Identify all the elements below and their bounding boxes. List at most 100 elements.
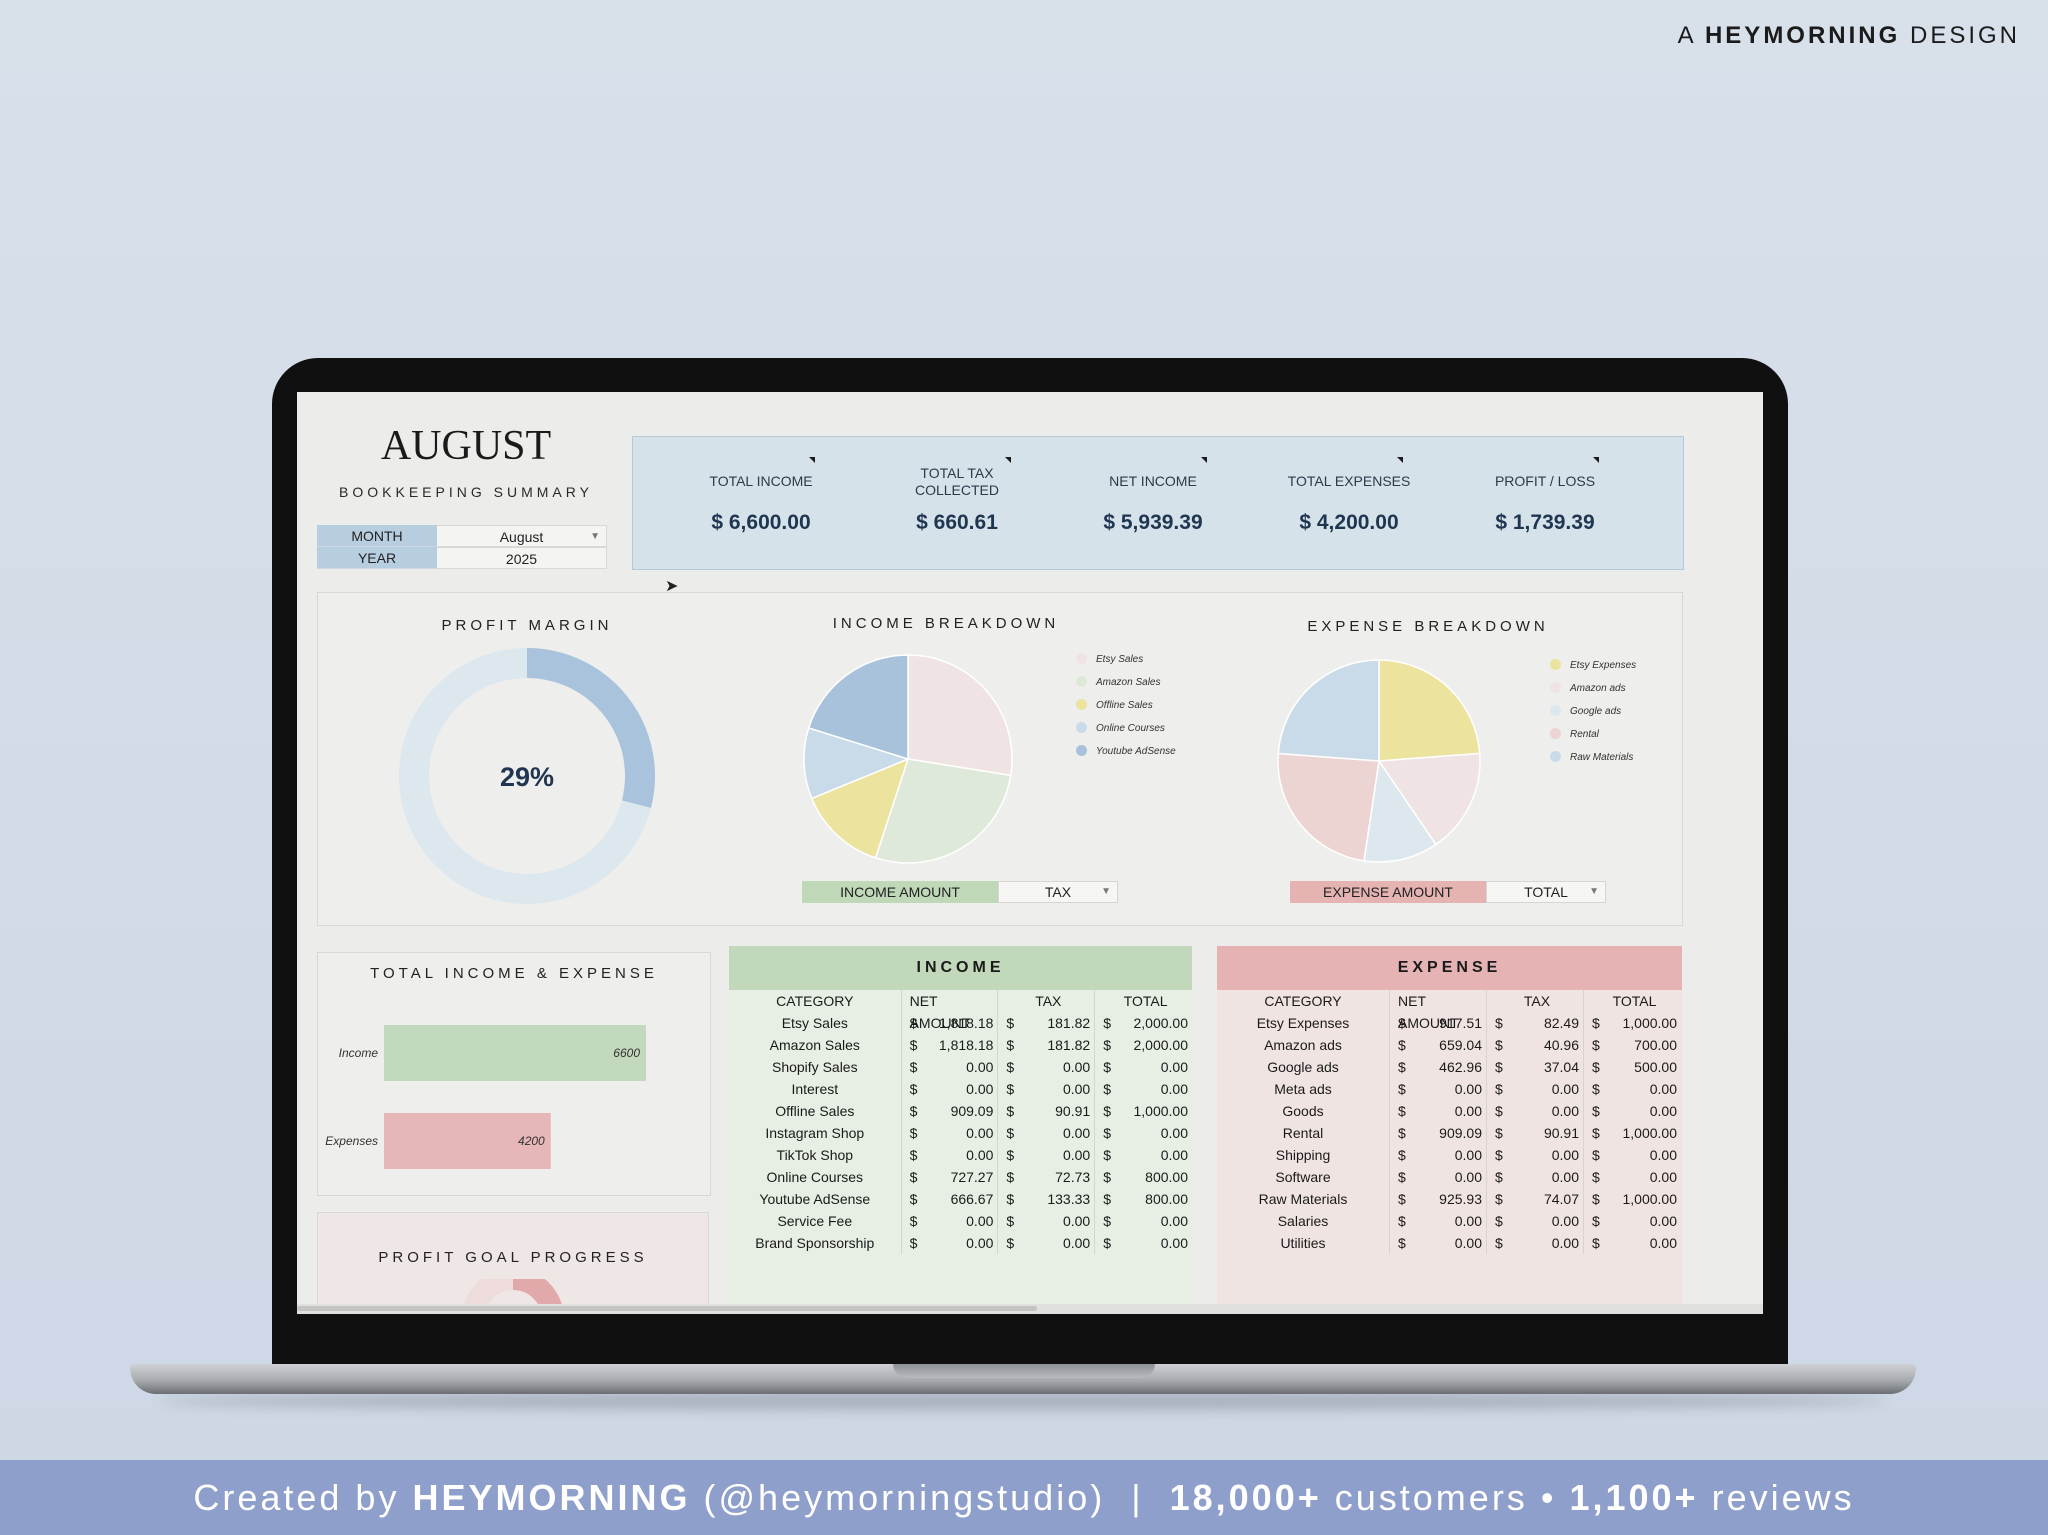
- amount-cell[interactable]: $0.00: [1584, 1210, 1681, 1232]
- amount-cell[interactable]: $0.00: [1584, 1144, 1681, 1166]
- income-metric-dropdown[interactable]: TAX ▼: [998, 881, 1118, 903]
- amount-cell[interactable]: $1,000.00: [1584, 1012, 1681, 1034]
- amount-cell[interactable]: $72.73: [998, 1166, 1096, 1188]
- amount-cell[interactable]: $0.00: [1487, 1232, 1584, 1254]
- amount-cell[interactable]: $0.00: [1584, 1100, 1681, 1122]
- amount-value: 0.00: [1551, 1081, 1579, 1097]
- amount-cell[interactable]: $90.91: [1487, 1122, 1584, 1144]
- amount-cell[interactable]: $0.00: [1390, 1100, 1487, 1122]
- amount-cell[interactable]: $1,818.18: [902, 1034, 999, 1056]
- amount-cell[interactable]: $37.04: [1487, 1056, 1584, 1078]
- amount-cell[interactable]: $1,000.00: [1584, 1122, 1681, 1144]
- amount-cell[interactable]: $181.82: [998, 1012, 1096, 1034]
- amount-cell[interactable]: $0.00: [902, 1210, 999, 1232]
- category-cell[interactable]: Brand Sponsorship: [729, 1232, 902, 1254]
- expense-metric-dropdown[interactable]: TOTAL ▼: [1486, 881, 1606, 903]
- category-cell[interactable]: Offline Sales: [729, 1100, 902, 1122]
- category-cell[interactable]: Etsy Expenses: [1217, 1012, 1390, 1034]
- amount-cell[interactable]: $2,000.00: [1095, 1034, 1192, 1056]
- amount-cell[interactable]: $2,000.00: [1095, 1012, 1192, 1034]
- amount-cell[interactable]: $0.00: [902, 1056, 999, 1078]
- profit-goal-panel: PROFIT GOAL PROGRESS: [317, 1212, 709, 1314]
- amount-cell[interactable]: $0.00: [998, 1210, 1096, 1232]
- amount-cell[interactable]: $133.33: [998, 1188, 1096, 1210]
- category-cell[interactable]: Goods: [1217, 1100, 1390, 1122]
- amount-cell[interactable]: $917.51: [1390, 1012, 1487, 1034]
- amount-cell[interactable]: $727.27: [902, 1166, 999, 1188]
- amount-cell[interactable]: $0.00: [1487, 1144, 1584, 1166]
- category-cell[interactable]: Meta ads: [1217, 1078, 1390, 1100]
- amount-cell[interactable]: $0.00: [1390, 1210, 1487, 1232]
- category-cell[interactable]: Software: [1217, 1166, 1390, 1188]
- amount-cell[interactable]: $1,818.18: [902, 1012, 999, 1034]
- category-cell[interactable]: Salaries: [1217, 1210, 1390, 1232]
- amount-cell[interactable]: $700.00: [1584, 1034, 1681, 1056]
- amount-value: 0.00: [1062, 1081, 1091, 1097]
- amount-cell[interactable]: $0.00: [1487, 1100, 1584, 1122]
- amount-cell[interactable]: $181.82: [998, 1034, 1096, 1056]
- amount-cell[interactable]: $1,000.00: [1095, 1100, 1192, 1122]
- category-cell[interactable]: Google ads: [1217, 1056, 1390, 1078]
- amount-cell[interactable]: $0.00: [1095, 1122, 1192, 1144]
- amount-cell[interactable]: $0.00: [902, 1144, 999, 1166]
- category-cell[interactable]: Amazon Sales: [729, 1034, 902, 1056]
- amount-cell[interactable]: $90.91: [998, 1100, 1096, 1122]
- amount-cell[interactable]: $0.00: [998, 1078, 1096, 1100]
- year-input[interactable]: 2025: [437, 547, 607, 569]
- amount-cell[interactable]: $40.96: [1487, 1034, 1584, 1056]
- amount-cell[interactable]: $0.00: [1095, 1210, 1192, 1232]
- amount-cell[interactable]: $1,000.00: [1584, 1188, 1681, 1210]
- amount-cell[interactable]: $82.49: [1487, 1012, 1584, 1034]
- amount-cell[interactable]: $800.00: [1095, 1166, 1192, 1188]
- amount-cell[interactable]: $909.09: [902, 1100, 999, 1122]
- amount-cell[interactable]: $0.00: [998, 1144, 1096, 1166]
- amount-cell[interactable]: $0.00: [1095, 1232, 1192, 1254]
- amount-cell[interactable]: $0.00: [998, 1056, 1096, 1078]
- category-cell[interactable]: Shopify Sales: [729, 1056, 902, 1078]
- amount-cell[interactable]: $0.00: [1095, 1078, 1192, 1100]
- amount-cell[interactable]: $0.00: [1487, 1166, 1584, 1188]
- amount-cell[interactable]: $0.00: [902, 1078, 999, 1100]
- amount-cell[interactable]: $462.96: [1390, 1056, 1487, 1078]
- month-dropdown[interactable]: August ▼: [437, 525, 607, 547]
- scrollbar-thumb[interactable]: [297, 1306, 1037, 1311]
- amount-cell[interactable]: $666.67: [902, 1188, 999, 1210]
- amount-value: 0.00: [1551, 1147, 1579, 1163]
- category-cell[interactable]: TikTok Shop: [729, 1144, 902, 1166]
- amount-cell[interactable]: $925.93: [1390, 1188, 1487, 1210]
- amount-cell[interactable]: $0.00: [1584, 1078, 1681, 1100]
- amount-cell[interactable]: $800.00: [1095, 1188, 1192, 1210]
- category-cell[interactable]: Raw Materials: [1217, 1188, 1390, 1210]
- category-cell[interactable]: Rental: [1217, 1122, 1390, 1144]
- amount-cell[interactable]: $0.00: [1390, 1144, 1487, 1166]
- category-cell[interactable]: Shipping: [1217, 1144, 1390, 1166]
- currency-symbol: $: [1103, 1235, 1111, 1251]
- amount-value: 0.00: [1160, 1147, 1188, 1163]
- category-cell[interactable]: Amazon ads: [1217, 1034, 1390, 1056]
- category-cell[interactable]: Instagram Shop: [729, 1122, 902, 1144]
- category-cell[interactable]: Online Courses: [729, 1166, 902, 1188]
- amount-cell[interactable]: $0.00: [1584, 1166, 1681, 1188]
- category-cell[interactable]: Service Fee: [729, 1210, 902, 1232]
- amount-cell[interactable]: $500.00: [1584, 1056, 1681, 1078]
- amount-cell[interactable]: $0.00: [998, 1122, 1096, 1144]
- amount-cell[interactable]: $0.00: [1584, 1232, 1681, 1254]
- amount-cell[interactable]: $0.00: [1095, 1144, 1192, 1166]
- currency-symbol: $: [1006, 1081, 1015, 1097]
- category-cell[interactable]: Youtube AdSense: [729, 1188, 902, 1210]
- amount-cell[interactable]: $0.00: [1390, 1166, 1487, 1188]
- amount-cell[interactable]: $0.00: [902, 1122, 999, 1144]
- amount-cell[interactable]: $0.00: [1095, 1056, 1192, 1078]
- amount-cell[interactable]: $0.00: [902, 1232, 999, 1254]
- amount-cell[interactable]: $0.00: [998, 1232, 1096, 1254]
- amount-cell[interactable]: $0.00: [1487, 1210, 1584, 1232]
- category-cell[interactable]: Etsy Sales: [729, 1012, 902, 1034]
- amount-cell[interactable]: $659.04: [1390, 1034, 1487, 1056]
- amount-cell[interactable]: $0.00: [1390, 1078, 1487, 1100]
- category-cell[interactable]: Utilities: [1217, 1232, 1390, 1254]
- amount-cell[interactable]: $909.09: [1390, 1122, 1487, 1144]
- category-cell[interactable]: Interest: [729, 1078, 902, 1100]
- amount-cell[interactable]: $0.00: [1487, 1078, 1584, 1100]
- amount-cell[interactable]: $74.07: [1487, 1188, 1584, 1210]
- amount-cell[interactable]: $0.00: [1390, 1232, 1487, 1254]
